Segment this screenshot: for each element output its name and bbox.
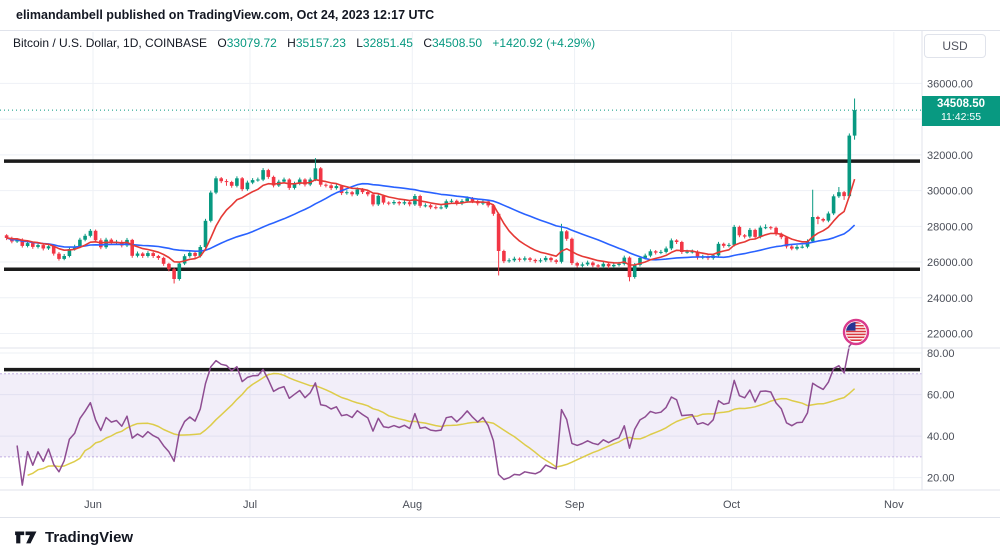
svg-text:22000.00: 22000.00 bbox=[927, 328, 973, 340]
svg-text:20.00: 20.00 bbox=[927, 473, 955, 485]
separators-layer bbox=[0, 30, 1000, 518]
user-drawings-layer bbox=[0, 109, 922, 372]
us-flag-event-icon[interactable] bbox=[842, 318, 870, 346]
tradingview-mark-icon bbox=[15, 531, 37, 544]
svg-text:Jul: Jul bbox=[243, 499, 257, 511]
open-value: 33079.72 bbox=[226, 36, 277, 50]
last-price-value: 34508.50 bbox=[937, 98, 985, 110]
svg-text:28000.00: 28000.00 bbox=[927, 221, 973, 233]
low-value: 32851.45 bbox=[362, 36, 413, 50]
bar-countdown: 11:42:55 bbox=[940, 111, 982, 123]
svg-text:60.00: 60.00 bbox=[927, 390, 955, 402]
attribution-bar: elimandambell published on TradingView.c… bbox=[0, 0, 1000, 30]
us-flag bbox=[846, 322, 866, 342]
svg-text:24000.00: 24000.00 bbox=[927, 293, 973, 305]
svg-text:Sep: Sep bbox=[565, 499, 585, 511]
footer: TradingView bbox=[0, 518, 1000, 556]
moving-averages-layer bbox=[6, 178, 856, 266]
rsi-line bbox=[16, 339, 856, 486]
svg-text:36000.00: 36000.00 bbox=[927, 78, 973, 90]
chart-area[interactable]: 36000.0034000.0032000.0030000.0028000.00… bbox=[0, 30, 1000, 518]
ma-slow-line bbox=[6, 182, 856, 261]
chart-canvas[interactable]: 36000.0034000.0032000.0030000.0028000.00… bbox=[0, 30, 1000, 518]
last-price-badge: 34508.50 11:42:55 bbox=[922, 96, 1000, 126]
svg-text:26000.00: 26000.00 bbox=[927, 257, 973, 269]
high-value: 35157.23 bbox=[295, 36, 346, 50]
candles-layer bbox=[4, 98, 857, 284]
attribution-text: elimandambell published on TradingView.c… bbox=[16, 8, 435, 22]
close-value: 34508.50 bbox=[432, 36, 483, 50]
low-label: L bbox=[356, 36, 363, 50]
open-label: O bbox=[217, 36, 227, 50]
svg-text:Nov: Nov bbox=[884, 499, 904, 511]
svg-text:Jun: Jun bbox=[84, 499, 102, 511]
ma-fast-line bbox=[6, 178, 856, 266]
high-label: H bbox=[287, 36, 296, 50]
currency-toggle-button[interactable]: USD bbox=[924, 34, 986, 58]
close-label: C bbox=[423, 36, 432, 50]
symbol-title[interactable]: Bitcoin / U.S. Dollar, 1D, COINBASE bbox=[13, 36, 208, 50]
svg-text:32000.00: 32000.00 bbox=[927, 150, 973, 162]
svg-text:40.00: 40.00 bbox=[927, 431, 955, 443]
symbol-legend: Bitcoin / U.S. Dollar, 1D, COINBASE O330… bbox=[13, 36, 595, 50]
tradingview-wordmark: TradingView bbox=[45, 528, 134, 546]
svg-text:80.00: 80.00 bbox=[927, 348, 955, 360]
svg-text:30000.00: 30000.00 bbox=[927, 186, 973, 198]
change-value: +1420.92 (+4.29%) bbox=[492, 36, 596, 50]
rsi-band bbox=[0, 373, 922, 458]
rsi-ma-line bbox=[27, 372, 856, 476]
tradingview-logo[interactable]: TradingView bbox=[14, 527, 133, 547]
svg-text:Aug: Aug bbox=[402, 499, 422, 511]
svg-text:Oct: Oct bbox=[723, 499, 740, 511]
rsi-layer bbox=[16, 339, 856, 486]
